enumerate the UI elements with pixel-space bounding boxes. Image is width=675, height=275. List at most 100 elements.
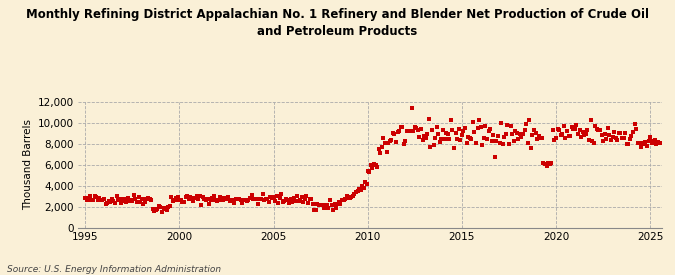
Point	[632, 141, 643, 146]
Point	[481, 137, 492, 141]
Point	[475, 125, 486, 130]
Point	[267, 195, 277, 200]
Point	[274, 196, 285, 200]
Point	[565, 134, 576, 138]
Point	[512, 131, 522, 135]
Point	[392, 130, 403, 134]
Point	[464, 136, 475, 140]
Point	[651, 142, 662, 147]
Point	[335, 202, 346, 207]
Point	[121, 200, 132, 204]
Point	[157, 210, 167, 214]
Point	[349, 192, 360, 196]
Point	[582, 128, 593, 133]
Point	[437, 128, 448, 132]
Point	[307, 202, 318, 206]
Point	[160, 207, 171, 211]
Point	[172, 195, 183, 199]
Point	[248, 197, 259, 201]
Point	[614, 131, 624, 135]
Point	[544, 162, 555, 167]
Point	[340, 196, 350, 201]
Point	[580, 131, 591, 136]
Y-axis label: Thousand Barrels: Thousand Barrels	[23, 120, 33, 210]
Point	[237, 200, 248, 205]
Point	[348, 194, 358, 198]
Point	[546, 161, 557, 166]
Point	[521, 121, 532, 126]
Point	[306, 196, 317, 201]
Point	[568, 126, 578, 131]
Point	[263, 200, 274, 204]
Point	[320, 203, 331, 208]
Point	[468, 120, 479, 125]
Point	[167, 199, 178, 204]
Point	[505, 124, 516, 129]
Point	[570, 127, 580, 131]
Point	[207, 196, 218, 201]
Point	[618, 136, 629, 140]
Point	[433, 132, 443, 136]
Point	[211, 199, 222, 203]
Point	[360, 180, 371, 184]
Point	[302, 201, 313, 205]
Point	[321, 203, 332, 207]
Point	[645, 135, 655, 139]
Point	[362, 182, 373, 187]
Point	[284, 201, 294, 205]
Point	[310, 208, 321, 213]
Point	[326, 202, 337, 207]
Point	[500, 131, 511, 136]
Point	[295, 198, 306, 202]
Point	[257, 191, 268, 196]
Point	[271, 194, 282, 198]
Point	[83, 196, 94, 200]
Point	[529, 128, 539, 133]
Point	[455, 138, 466, 142]
Point	[161, 207, 172, 212]
Point	[219, 196, 230, 200]
Point	[422, 132, 433, 136]
Point	[80, 196, 90, 200]
Point	[102, 201, 113, 205]
Point	[232, 196, 243, 201]
Point	[442, 132, 453, 136]
Point	[332, 202, 343, 206]
Point	[97, 198, 108, 203]
Point	[119, 197, 130, 201]
Point	[333, 200, 344, 204]
Point	[430, 136, 441, 140]
Point	[352, 189, 363, 193]
Point	[497, 142, 508, 146]
Point	[519, 128, 530, 132]
Point	[643, 139, 654, 143]
Point	[262, 197, 273, 202]
Point	[538, 161, 549, 165]
Point	[386, 138, 397, 143]
Point	[95, 198, 106, 202]
Point	[128, 193, 139, 197]
Point	[163, 205, 173, 209]
Point	[383, 141, 394, 145]
Point	[122, 196, 133, 200]
Point	[100, 202, 111, 206]
Point	[411, 126, 422, 130]
Point	[428, 143, 439, 148]
Point	[338, 198, 349, 202]
Point	[325, 198, 335, 202]
Point	[292, 194, 302, 198]
Point	[552, 127, 563, 131]
Point	[246, 193, 257, 197]
Point	[152, 207, 163, 211]
Point	[261, 196, 271, 201]
Point	[630, 126, 641, 131]
Point	[607, 134, 618, 139]
Point	[549, 138, 560, 142]
Point	[566, 125, 577, 129]
Point	[186, 196, 197, 201]
Point	[94, 196, 105, 200]
Point	[116, 200, 127, 205]
Point	[637, 141, 648, 145]
Point	[629, 122, 640, 127]
Point	[200, 198, 211, 202]
